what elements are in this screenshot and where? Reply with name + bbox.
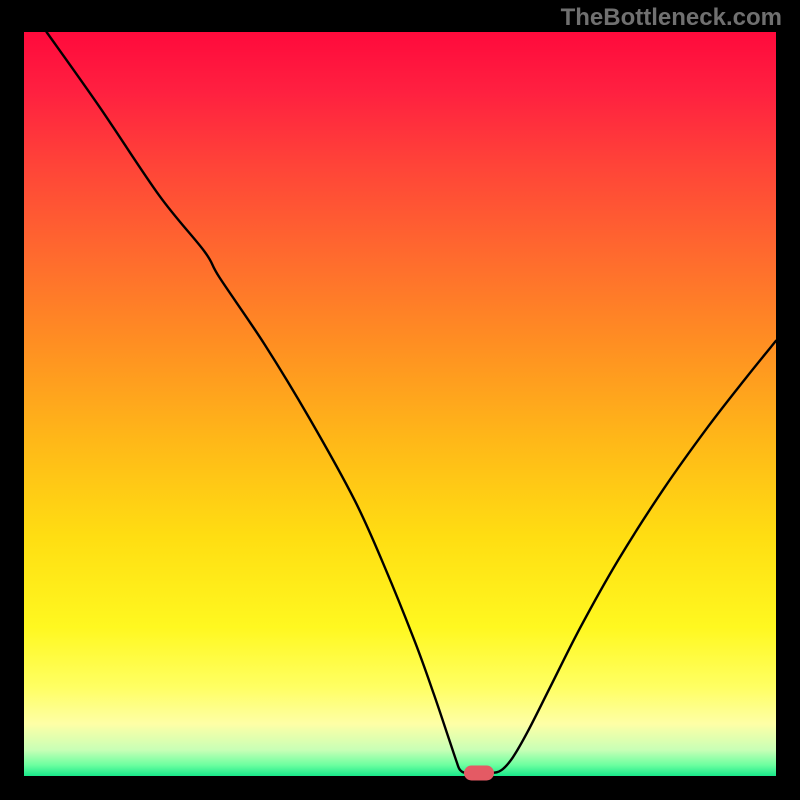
plot-area [24, 32, 776, 776]
chart-container: TheBottleneck.com [0, 0, 800, 800]
optimal-point-marker [464, 766, 494, 781]
bottleneck-curve [24, 32, 776, 776]
watermark-text: TheBottleneck.com [561, 4, 782, 32]
